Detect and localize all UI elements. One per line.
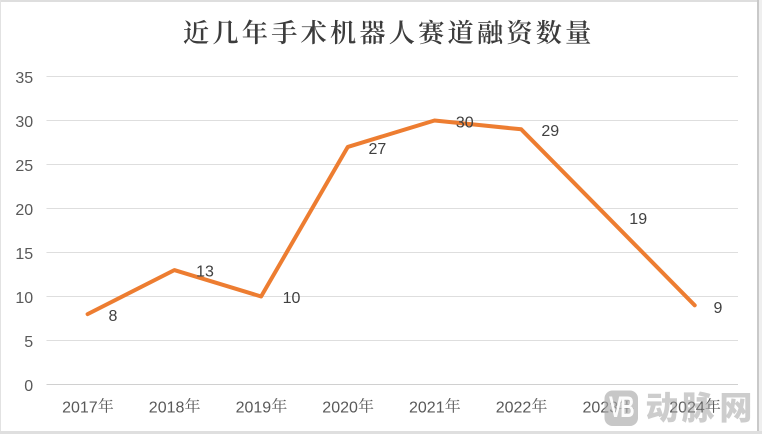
svg-text:2017: 2017 xyxy=(62,399,98,416)
svg-text:2020: 2020 xyxy=(322,399,358,416)
svg-text:0: 0 xyxy=(24,378,33,395)
svg-text:5: 5 xyxy=(24,334,33,351)
svg-text:2021: 2021 xyxy=(409,399,445,416)
svg-text:30: 30 xyxy=(456,115,474,132)
svg-text:35: 35 xyxy=(15,70,33,87)
svg-text:2019: 2019 xyxy=(236,399,272,416)
svg-text:2022: 2022 xyxy=(496,399,532,416)
svg-text:8: 8 xyxy=(109,308,118,325)
svg-text:VB: VB xyxy=(609,391,634,424)
svg-text:9: 9 xyxy=(714,300,723,317)
svg-text:2018: 2018 xyxy=(149,399,185,416)
svg-text:10: 10 xyxy=(15,290,33,307)
svg-text:15: 15 xyxy=(15,246,33,263)
svg-text:27: 27 xyxy=(369,141,387,158)
svg-text:29: 29 xyxy=(541,123,559,140)
svg-text:25: 25 xyxy=(15,158,33,175)
svg-text:13: 13 xyxy=(196,264,214,281)
svg-text:30: 30 xyxy=(15,114,33,131)
svg-text:10: 10 xyxy=(283,290,301,307)
svg-text:20: 20 xyxy=(15,202,33,219)
svg-text:19: 19 xyxy=(629,211,647,228)
